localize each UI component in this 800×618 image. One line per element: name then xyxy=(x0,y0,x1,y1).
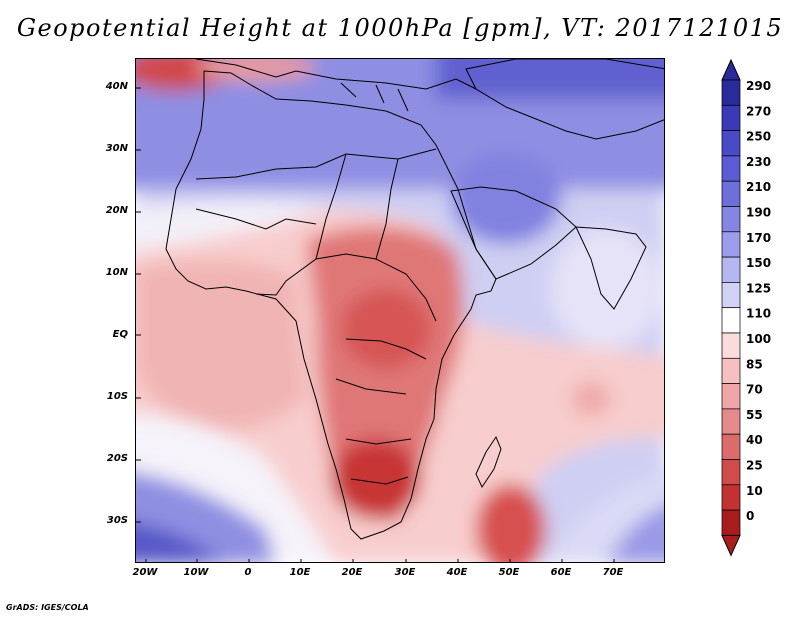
colorbar-swatch xyxy=(721,433,741,460)
colorbar-tick-label: 55 xyxy=(746,408,763,422)
lat-label-eq: EQ xyxy=(112,329,128,340)
lon-label-20e: 20E xyxy=(341,567,363,578)
colorbar-swatch xyxy=(721,282,741,309)
lat-label-10s: 10S xyxy=(106,391,128,402)
colorbar-tick-label: 25 xyxy=(746,459,763,473)
lon-label-30e: 30E xyxy=(394,567,416,578)
lon-label-40e: 40E xyxy=(446,567,468,578)
colorbar-tick-label: 110 xyxy=(746,307,771,321)
colorbar-tick-label: 70 xyxy=(746,383,763,397)
lon-label-0: 0 xyxy=(244,567,252,578)
colorbar-tick-label: 270 xyxy=(746,104,771,118)
lat-label-10n: 10N xyxy=(105,267,128,278)
lon-label-10e: 10E xyxy=(289,567,311,578)
colorbar-tick-label: 230 xyxy=(746,155,771,169)
colorbar-swatch xyxy=(721,484,741,511)
geopotential-map xyxy=(136,59,664,562)
colorbar-swatch xyxy=(721,307,741,334)
colorbar-tick-label: 290 xyxy=(746,79,771,93)
graticule-ticks xyxy=(136,87,615,562)
lat-label-20s: 20S xyxy=(106,453,128,464)
colorbar-tick-label: 0 xyxy=(746,509,754,523)
colorbar-swatch xyxy=(721,332,741,359)
colorbar-tick-label: 250 xyxy=(746,130,771,144)
lon-label-10w: 10W xyxy=(183,567,209,578)
lat-label-30s: 30S xyxy=(106,515,128,526)
colorbar-swatch xyxy=(721,155,741,182)
colorbar-swatch xyxy=(721,130,741,157)
colorbar-tick-label: 210 xyxy=(746,180,771,194)
colorbar-tick-label: 85 xyxy=(746,357,763,371)
lon-label-20w: 20W xyxy=(132,567,158,578)
colorbar-tick-label: 125 xyxy=(746,281,771,295)
coastlines xyxy=(165,59,664,540)
lat-label-20n: 20N xyxy=(105,205,128,216)
map-panel[interactable] xyxy=(135,58,665,563)
lat-label-30n: 30N xyxy=(105,143,128,154)
colorbar-tick-label: 10 xyxy=(746,484,763,498)
colorbar-swatch xyxy=(721,509,741,536)
lat-label-40n: 40N xyxy=(105,81,128,92)
colorbar-tick-label: 40 xyxy=(746,433,763,447)
colorbar-swatch xyxy=(721,256,741,283)
chart-title: Geopotential Height at 1000hPa [gpm], VT… xyxy=(16,14,784,42)
colorbar-tick-label: 170 xyxy=(746,231,771,245)
colorbar-swatch xyxy=(721,383,741,410)
lon-label-50e: 50E xyxy=(498,567,520,578)
colorbar-swatch xyxy=(721,231,741,258)
lon-label-70e: 70E xyxy=(602,567,624,578)
colorbar-arrow-bottom xyxy=(721,534,741,557)
colorbar-arrow-top xyxy=(721,58,741,81)
grads-credit: GrADS: IGES/COLA xyxy=(6,603,89,612)
colorbar-tick-label: 100 xyxy=(746,332,771,346)
colorbar-swatch xyxy=(721,408,741,435)
colorbar-tick-label: 190 xyxy=(746,206,771,220)
colorbar-swatch xyxy=(721,79,741,106)
colorbar-swatch xyxy=(721,180,741,207)
colorbar-tick-label: 150 xyxy=(746,256,771,270)
colorbar-swatch xyxy=(721,459,741,486)
colorbar-swatch xyxy=(721,357,741,384)
colorbar-swatch xyxy=(721,206,741,233)
colorbar-swatch xyxy=(721,104,741,131)
height-field xyxy=(136,59,664,562)
colorbar: 2902702502302101901701501251101008570554… xyxy=(721,58,771,557)
lon-label-60e: 60E xyxy=(550,567,572,578)
